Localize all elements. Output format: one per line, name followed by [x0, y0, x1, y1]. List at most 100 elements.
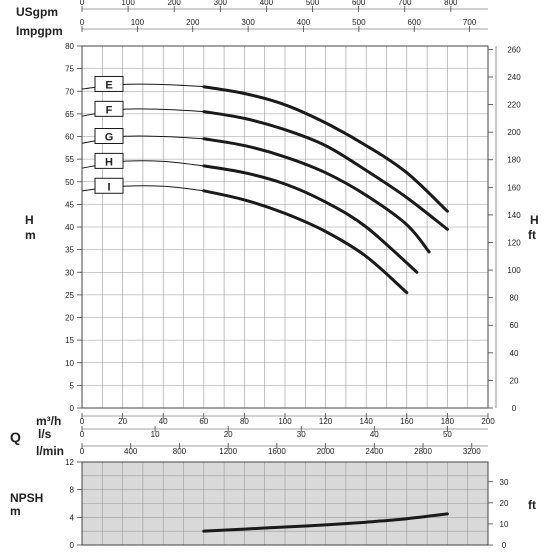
y-right-tick-label: 140 [507, 211, 521, 220]
m3h-axis-label: m³/h [36, 414, 61, 428]
npsh-right-tick-label: 0 [502, 541, 507, 550]
curve-I-line [202, 189, 409, 295]
npsh-left-tick-label: 4 [70, 513, 75, 522]
impgpm-tick-label: 600 [408, 18, 422, 27]
curve-I-label-box [94, 177, 124, 194]
npsh-left-tick-label: 8 [70, 486, 75, 495]
lmin-tick-label: 0 [80, 447, 85, 456]
curve-H-line [202, 164, 419, 274]
y-right-tick-label: 0 [512, 404, 517, 413]
npsh-left-tick-label: 0 [70, 541, 75, 550]
y-right-tick-label: 260 [507, 45, 521, 54]
ls-tick-label: 0 [80, 430, 85, 439]
y-left-tick-label: 15 [65, 336, 74, 345]
y-left-tick-label: 45 [65, 200, 74, 209]
y-right-tick-label: 60 [510, 321, 519, 330]
y-right-tick-label: 160 [507, 183, 521, 192]
h-right-unit: ft [528, 228, 536, 242]
curve-E-label-box [94, 75, 124, 92]
npsh-right-tick-label: 20 [500, 499, 509, 508]
npsh-left-unit: m [10, 504, 21, 518]
curve-G-label-box [94, 128, 124, 144]
y-right-tick-label: 80 [510, 294, 519, 303]
usgpm-tick-label: 400 [260, 0, 274, 7]
lmin-tick-label: 400 [124, 447, 138, 456]
usgpm-tick-label: 0 [80, 0, 85, 7]
y-left-tick-label: 70 [65, 87, 74, 96]
impgpm-tick-label: 100 [131, 18, 145, 27]
y-left-tick-label: 30 [65, 268, 74, 277]
impgpm-tick-label: 300 [241, 18, 255, 27]
curve-H-label: H [105, 156, 113, 168]
h-right-label: H [530, 213, 539, 227]
y-left-tick-label: 35 [65, 246, 74, 255]
lmin-tick-label: 800 [173, 447, 187, 456]
impgpm-tick-label: 500 [352, 18, 366, 27]
curve-I-label: I [107, 181, 110, 193]
npsh-right-tick-label: 30 [500, 478, 509, 487]
npsh-right-tick-label: 10 [500, 520, 509, 529]
y-right-tick-label: 200 [507, 128, 521, 137]
m3h-tick-label: 40 [159, 417, 168, 426]
y-left-tick-label: 40 [65, 223, 74, 232]
y-left-tick-label: 65 [65, 110, 74, 119]
usgpm-tick-label: 500 [306, 0, 320, 7]
curve-G-label: G [105, 132, 114, 144]
y-right-tick-label: 120 [507, 238, 521, 247]
y-left-tick-label: 80 [65, 42, 74, 51]
ls-tick-label: 40 [370, 430, 379, 439]
y-right-tick-label: 220 [507, 101, 521, 110]
lmin-tick-label: 2000 [317, 447, 335, 456]
usgpm-axis-label: USgpm [16, 5, 58, 19]
ls-tick-label: 10 [151, 430, 160, 439]
lmin-tick-label: 1600 [268, 447, 286, 456]
m3h-tick-label: 100 [278, 417, 292, 426]
y-right-tick-label: 20 [510, 376, 519, 385]
y-right-tick-label: 240 [507, 73, 521, 82]
y-left-tick-label: 75 [65, 65, 74, 74]
y-left-tick-label: 25 [65, 291, 74, 300]
y-left-tick-label: 55 [65, 155, 74, 164]
npsh-left-label: NPSH [10, 491, 43, 505]
impgpm-axis-label: Impgpm [16, 24, 63, 38]
m3h-tick-label: 120 [319, 417, 333, 426]
lmin-tick-label: 2400 [365, 447, 383, 456]
y-right-tick-label: 100 [507, 266, 521, 275]
h-left-unit: m [25, 228, 36, 242]
y-left-tick-label: 50 [65, 178, 74, 187]
impgpm-tick-label: 400 [297, 18, 311, 27]
m3h-tick-label: 60 [199, 417, 208, 426]
usgpm-tick-label: 800 [444, 0, 458, 7]
lmin-tick-label: 1200 [219, 447, 237, 456]
npsh-left-tick-label: 12 [65, 458, 74, 467]
lmin-axis-label: l/min [36, 444, 64, 458]
y-left-tick-label: 0 [70, 404, 75, 413]
m3h-tick-label: 160 [400, 417, 414, 426]
y-left-tick-label: 10 [65, 359, 74, 368]
m3h-tick-label: 0 [80, 417, 85, 426]
curve-F-label: F [106, 104, 113, 116]
m3h-tick-label: 20 [118, 417, 127, 426]
y-left-tick-label: 20 [65, 314, 74, 323]
usgpm-tick-label: 300 [214, 0, 228, 7]
lmin-tick-label: 3200 [463, 447, 481, 456]
usgpm-tick-label: 600 [352, 0, 366, 7]
impgpm-tick-label: 700 [463, 18, 477, 27]
curve-F-label-box [94, 100, 124, 117]
curve-E-line [202, 85, 449, 213]
y-right-tick-label: 180 [507, 156, 521, 165]
ls-tick-label: 50 [443, 430, 452, 439]
m3h-tick-label: 80 [240, 417, 249, 426]
impgpm-tick-label: 200 [186, 18, 200, 27]
lmin-tick-label: 2800 [414, 447, 432, 456]
curve-G-line [202, 137, 431, 254]
npsh-plot-frame [81, 461, 489, 546]
curve-E-label: E [105, 79, 112, 91]
h-left-label: H [25, 213, 34, 227]
curve-H-label-box [94, 152, 124, 169]
usgpm-tick-label: 100 [121, 0, 135, 7]
q-label: Q [10, 429, 21, 445]
impgpm-tick-label: 0 [80, 18, 85, 27]
m3h-tick-label: 200 [481, 417, 495, 426]
